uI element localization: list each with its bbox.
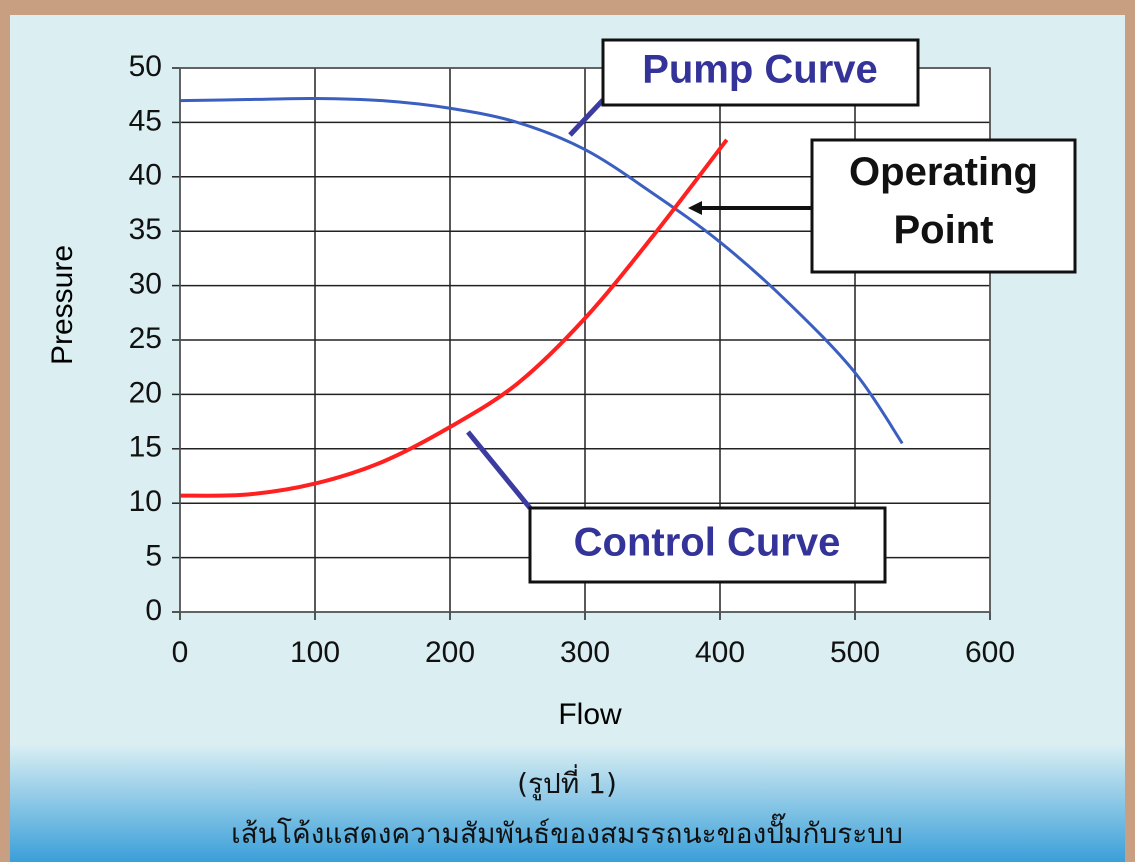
y-tick-label: 20	[129, 376, 162, 409]
y-tick-label: 0	[145, 594, 162, 627]
y-tick-label: 15	[129, 431, 162, 464]
y-tick-label: 35	[129, 213, 162, 246]
y-tick-label: 50	[129, 50, 162, 83]
y-tick-label: 40	[129, 159, 162, 192]
y-tick-label: 25	[129, 322, 162, 355]
x-tick-label: 200	[425, 636, 475, 669]
x-tick-label: 300	[560, 636, 610, 669]
label-box	[528, 506, 887, 584]
annotation-wrap: Operating Point	[849, 150, 1038, 252]
y-tick-label: 10	[129, 485, 162, 518]
x-tick-label: 100	[290, 636, 340, 669]
series-line	[179, 138, 729, 498]
series-line	[179, 96, 904, 445]
annotation: Operating Point	[849, 150, 1038, 252]
label-box	[810, 138, 1077, 274]
caption: เส้นโค้งแสดงความสัมพันธ์ของสมรรถนะของปั๊…	[231, 813, 903, 850]
y-tick-label: 30	[129, 268, 162, 301]
x-tick-label: 600	[965, 636, 1015, 669]
arrow	[466, 430, 532, 510]
arrowhead	[688, 201, 702, 215]
label-box	[601, 38, 920, 107]
series-label: Pump Curve	[642, 48, 878, 92]
y-axis-label: Pressure	[46, 245, 79, 365]
y-tick-label: 5	[145, 540, 162, 573]
caption: (รูปที่ 1)	[517, 764, 617, 801]
arrow	[568, 98, 605, 137]
x-tick-label: 400	[695, 636, 745, 669]
y-tick-label: 45	[129, 104, 162, 137]
x-axis-label: Flow	[558, 698, 622, 731]
x-tick-label: 500	[830, 636, 880, 669]
x-tick-label: 0	[172, 636, 189, 669]
caption-band	[10, 745, 1125, 862]
series-label: Control Curve	[574, 521, 841, 565]
plot-border	[179, 67, 991, 613]
